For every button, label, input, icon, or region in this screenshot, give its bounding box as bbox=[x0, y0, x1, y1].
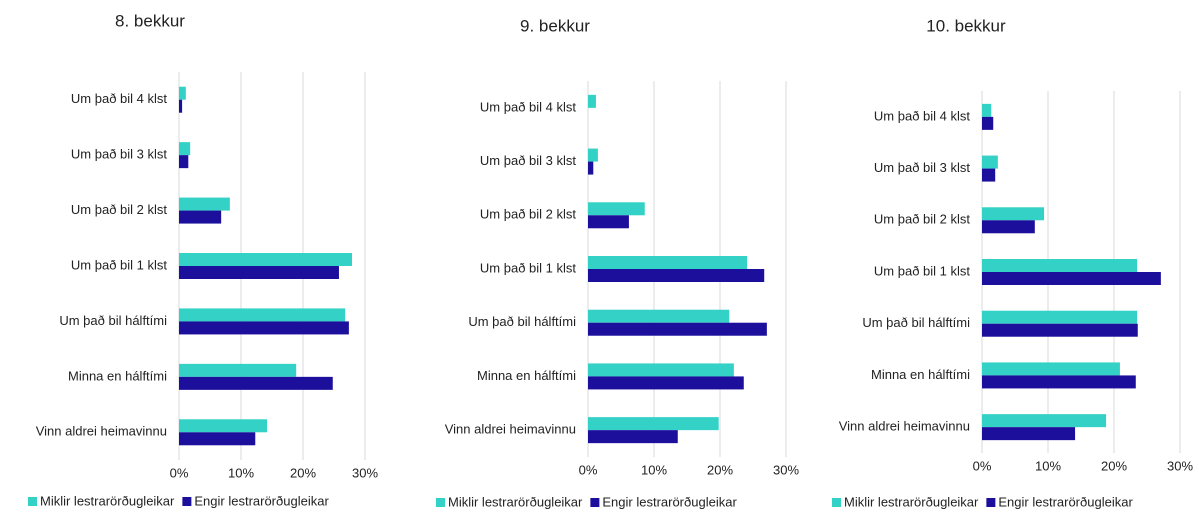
legend-swatch bbox=[182, 497, 192, 506]
bar bbox=[588, 363, 734, 377]
y-tick-label: Um það bil hálftími bbox=[468, 314, 576, 329]
legend-swatch bbox=[590, 498, 600, 507]
y-tick-label: Vinn aldrei heimavinnu bbox=[445, 422, 576, 437]
bar bbox=[982, 323, 1138, 337]
bar bbox=[179, 376, 333, 390]
y-tick-label: Vinn aldrei heimavinnu bbox=[839, 419, 970, 434]
y-tick-label: Um það bil 3 klst bbox=[480, 153, 576, 168]
bar bbox=[588, 148, 598, 162]
chart-title: 10. bekkur bbox=[926, 16, 1006, 35]
bar bbox=[179, 86, 186, 100]
y-tick-label: Um það bil 4 klst bbox=[71, 91, 167, 106]
x-tick-label: 10% bbox=[641, 462, 667, 477]
chart-title: 8. bekkur bbox=[115, 11, 185, 30]
legend-label: Miklir lestrarörðugleikar bbox=[844, 494, 979, 509]
bar bbox=[588, 256, 748, 269]
bar bbox=[982, 375, 1136, 389]
bar bbox=[982, 155, 998, 169]
bar bbox=[982, 220, 1035, 234]
legend-swatch bbox=[28, 497, 37, 506]
bar bbox=[179, 321, 349, 335]
y-tick-label: Um það bil 1 klst bbox=[874, 263, 970, 278]
legend-label: Miklir lestrarörðugleikar bbox=[448, 494, 583, 509]
x-tick-label: 20% bbox=[707, 462, 733, 477]
x-tick-label: 30% bbox=[352, 465, 378, 480]
bar bbox=[982, 272, 1161, 285]
x-tick-label: 30% bbox=[1167, 458, 1193, 473]
bar bbox=[179, 99, 183, 113]
legend-swatch bbox=[986, 498, 996, 507]
bar bbox=[588, 322, 767, 336]
x-tick-label: 20% bbox=[1101, 458, 1127, 473]
bar bbox=[982, 168, 996, 182]
y-tick-label: Um það bil 2 klst bbox=[71, 202, 167, 217]
bar bbox=[179, 155, 189, 169]
bar bbox=[982, 207, 1045, 221]
x-tick-label: 20% bbox=[290, 465, 316, 480]
bar bbox=[588, 94, 596, 108]
bar bbox=[982, 427, 1076, 441]
legend-swatch bbox=[832, 498, 841, 507]
bar bbox=[179, 197, 230, 211]
x-tick-label: 10% bbox=[1035, 458, 1061, 473]
y-tick-label: Um það bil 1 klst bbox=[71, 257, 167, 272]
bar bbox=[588, 161, 594, 175]
bar bbox=[179, 308, 346, 322]
bar bbox=[179, 419, 268, 433]
bar bbox=[588, 376, 744, 390]
x-tick-label: 0% bbox=[579, 462, 598, 477]
legend-label: Engir lestrarörðugleikar bbox=[998, 494, 1133, 509]
bar bbox=[982, 362, 1120, 376]
y-tick-label: Um það bil hálftími bbox=[59, 313, 167, 328]
y-tick-label: Um það bil 4 klst bbox=[874, 108, 970, 123]
y-tick-label: Minna en hálftími bbox=[68, 368, 167, 383]
bar bbox=[982, 310, 1138, 324]
bar bbox=[179, 432, 256, 446]
legend-label: Miklir lestrarörðugleikar bbox=[40, 493, 175, 508]
bar bbox=[588, 309, 730, 323]
bar bbox=[982, 103, 992, 117]
bar bbox=[588, 430, 678, 444]
y-tick-label: Um það bil 2 klst bbox=[874, 212, 970, 227]
y-tick-label: Um það bil 1 klst bbox=[480, 260, 576, 275]
x-tick-label: 30% bbox=[773, 462, 799, 477]
x-tick-label: 0% bbox=[170, 465, 189, 480]
bar bbox=[982, 116, 994, 130]
legend-label: Engir lestrarörðugleikar bbox=[194, 493, 329, 508]
bar bbox=[179, 210, 222, 224]
bar bbox=[982, 414, 1107, 428]
y-tick-label: Um það bil hálftími bbox=[862, 315, 970, 330]
y-tick-label: Minna en hálftími bbox=[477, 368, 576, 383]
bar bbox=[179, 266, 339, 279]
chart-title: 9. bekkur bbox=[520, 16, 590, 35]
bar bbox=[588, 269, 765, 282]
bar bbox=[179, 142, 191, 156]
legend-label: Engir lestrarörðugleikar bbox=[602, 494, 737, 509]
y-tick-label: Um það bil 2 klst bbox=[480, 207, 576, 222]
y-tick-label: Um það bil 3 klst bbox=[874, 160, 970, 175]
x-tick-label: 0% bbox=[973, 458, 992, 473]
y-tick-label: Um það bil 4 klst bbox=[480, 99, 576, 114]
bar bbox=[588, 215, 629, 229]
legend-swatch bbox=[436, 498, 445, 507]
y-tick-label: Um það bil 3 klst bbox=[71, 147, 167, 162]
bar bbox=[588, 202, 645, 216]
bar bbox=[179, 363, 297, 377]
bar bbox=[588, 417, 719, 431]
y-tick-label: Vinn aldrei heimavinnu bbox=[36, 424, 167, 439]
bar bbox=[982, 259, 1138, 272]
y-tick-label: Minna en hálftími bbox=[871, 367, 970, 382]
bar bbox=[179, 253, 352, 266]
x-tick-label: 10% bbox=[228, 465, 254, 480]
